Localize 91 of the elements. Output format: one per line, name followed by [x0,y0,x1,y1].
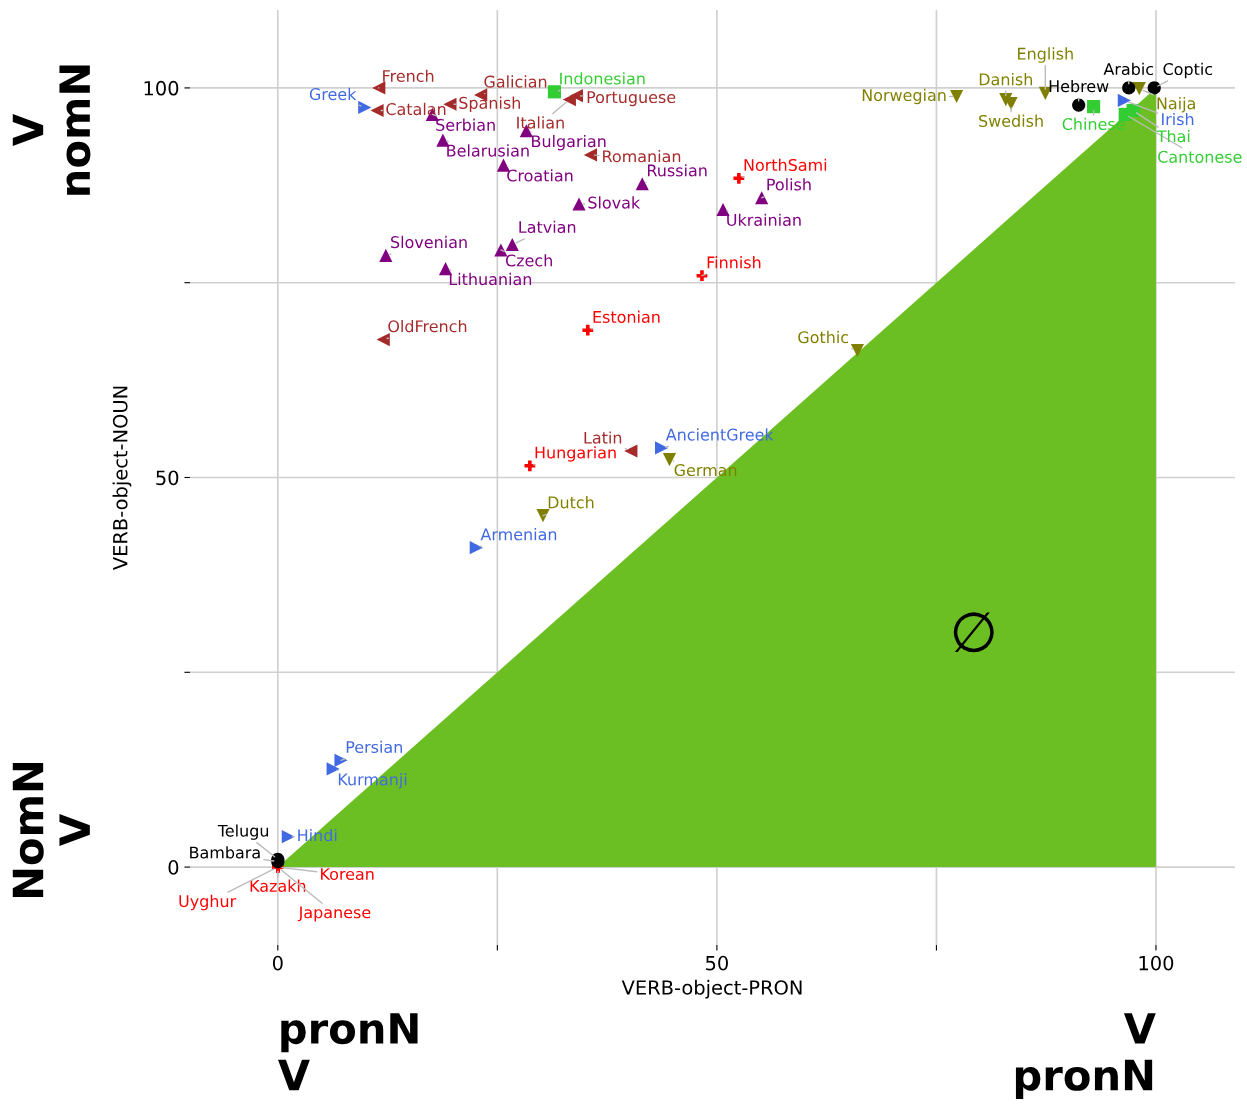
annotation: Finnish [707,256,761,269]
annotation: Norwegian [862,88,946,105]
annotation: Armenian [480,528,557,541]
annotation: Slovenian [391,235,467,249]
annotation: Naija [1157,97,1195,113]
annotation: ∅ [953,612,994,653]
annotation: Spanish [459,96,520,113]
point [850,343,864,358]
y-tick-label: 50 [156,470,179,486]
point [281,830,295,844]
text: V nomN [12,65,91,195]
text: NomN V [12,762,90,898]
annotation: Swedish [979,114,1043,127]
annotation: Latin [584,431,622,444]
annotation: Arabic [1103,62,1154,76]
point [494,243,508,257]
point [358,100,372,114]
point [1132,82,1146,96]
annotation: Slovak [588,196,641,209]
x-axis-title: VERB-object-PRON [621,979,802,999]
annotation: Irish [1162,112,1194,126]
annotation: Czech [505,254,552,267]
y-axis-title: VERB-object-NOUN [112,386,132,571]
x-tick-label: 50 [706,955,728,971]
annotation: Portuguese [587,91,676,107]
x-tick-label: 0 [272,955,283,971]
annotation: Thai [1156,129,1190,143]
annotation: Danish [979,73,1032,86]
annotation: Coptic [1163,62,1213,79]
point [524,460,536,472]
annotation: Ukrainian [727,213,801,226]
point [1122,81,1136,95]
annotation: Hungarian [535,446,616,462]
annotation: Romanian [603,149,681,163]
point [572,197,586,211]
annotation: Lithuanian [449,272,532,286]
annotation: Galician [484,75,547,88]
annotation: Croatian [507,169,573,182]
point [1147,81,1161,95]
annotation: Persian [346,740,402,754]
annotation: Serbian [436,118,495,131]
point [1087,100,1101,114]
point [376,333,390,347]
point [950,89,964,104]
point [334,753,348,767]
text: pronN V [278,1013,418,1091]
annotation: Bambara [190,846,260,859]
point [582,324,594,336]
annotation: Russian [647,164,707,177]
point [1117,93,1131,107]
point [755,191,769,205]
point [370,103,384,118]
annotation: Gothic [798,330,849,344]
annotation: Uyghur [179,894,237,911]
annotation: Bulgarian [532,134,606,151]
point [379,248,393,263]
y-tick-label: 0 [168,860,179,875]
point [505,237,519,252]
y-tick-label: 100 [144,80,179,96]
annotation: Greek [309,87,357,101]
annotation: Dutch [548,496,594,509]
point [372,81,386,95]
annotation: Kazakh [250,879,306,892]
x-tick-label: 100 [1139,955,1174,971]
point [536,509,550,523]
annotation: Hebrew [1049,79,1109,93]
annotation: Catalan [386,102,446,116]
annotation: Telugu [217,824,269,840]
annotation: Estonian [593,310,660,323]
text: V pronN [1015,1013,1156,1099]
point [469,541,483,555]
annotation: Latvian [519,220,576,234]
annotation: Korean [321,868,374,881]
annotation: Cantonese [1158,150,1242,163]
annotation: Belarusian [447,144,529,157]
annotation: English [1018,47,1073,63]
point [654,441,669,455]
annotation: Indonesian [560,72,645,85]
point [1072,98,1086,112]
point [635,177,649,191]
annotation: Polish [767,178,811,191]
point [624,444,638,458]
annotation: Italian [517,116,564,129]
annotation: Japanese [297,906,371,922]
point [733,172,745,184]
point [547,85,562,99]
point [326,762,340,776]
annotation: NorthSami [744,158,827,172]
annotation: French [383,69,434,83]
point [569,89,583,103]
annotation: OldFrench [388,319,467,333]
